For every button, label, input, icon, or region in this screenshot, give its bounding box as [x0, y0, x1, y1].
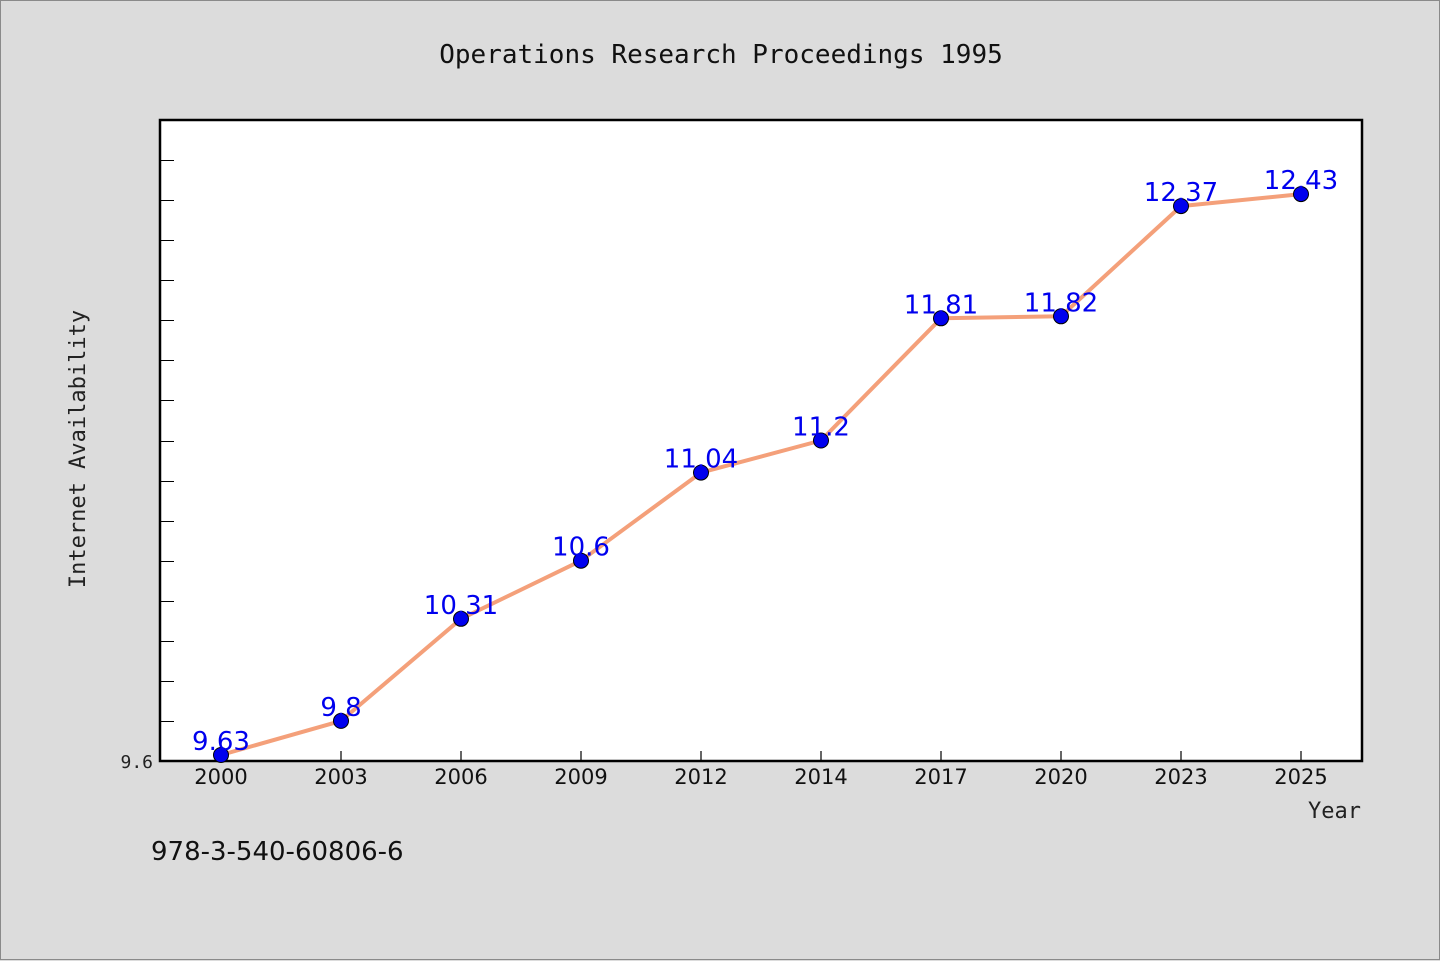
x-tick-label: 2025 [1274, 765, 1327, 789]
x-tick-label: 2020 [1034, 765, 1087, 789]
x-tick-label: 2014 [794, 765, 847, 789]
data-label: 11.82 [1024, 288, 1098, 318]
data-point [1173, 198, 1189, 215]
y-axis-label: Internet Availability [66, 310, 91, 588]
data-label: 11.2 [792, 413, 850, 443]
x-tick-labels: 2000 2003 2006 2009 2012 2014 2017 2020 2023 2025 [194, 765, 1327, 789]
data-point [453, 610, 469, 627]
x-tick-label: 2003 [314, 765, 367, 789]
y-axis-ticks [160, 120, 174, 762]
data-point [333, 712, 349, 729]
data-point [933, 310, 949, 327]
data-point [213, 747, 229, 763]
data-point [693, 464, 709, 481]
data-label: 12.43 [1264, 166, 1338, 196]
x-tick-label: 2009 [554, 765, 607, 789]
data-label: 9.63 [192, 727, 250, 757]
data-label: 10.6 [552, 533, 610, 563]
x-tick-label: 2012 [674, 765, 727, 789]
data-point [1293, 186, 1309, 203]
x-tick-label: 2006 [434, 765, 487, 789]
x-tick-label: 2000 [194, 765, 247, 789]
plot-area [158, 118, 1364, 763]
isbn-text: 978-3-540-60806-6 [151, 837, 404, 867]
data-point [1053, 308, 1069, 325]
data-point [573, 552, 589, 569]
chart-title: Operations Research Proceedings 1995 [439, 40, 1003, 70]
data-labels: 9.63 9.8 10.31 10.6 11.04 11.2 11.81 11.82 12.37… [192, 166, 1338, 757]
data-point [813, 432, 829, 449]
x-axis-label: Year [1308, 799, 1361, 824]
x-tick-label: 2023 [1154, 765, 1207, 789]
data-label: 11.04 [664, 445, 738, 475]
series-line [219, 192, 1303, 757]
y-tick-label: 9.6 [120, 752, 153, 773]
data-label: 9.8 [320, 693, 361, 723]
data-label: 10.31 [424, 591, 498, 621]
series-markers [213, 186, 1309, 763]
x-tick-label: 2017 [914, 765, 967, 789]
data-label: 11.81 [904, 290, 978, 320]
data-label: 12.37 [1144, 178, 1218, 208]
